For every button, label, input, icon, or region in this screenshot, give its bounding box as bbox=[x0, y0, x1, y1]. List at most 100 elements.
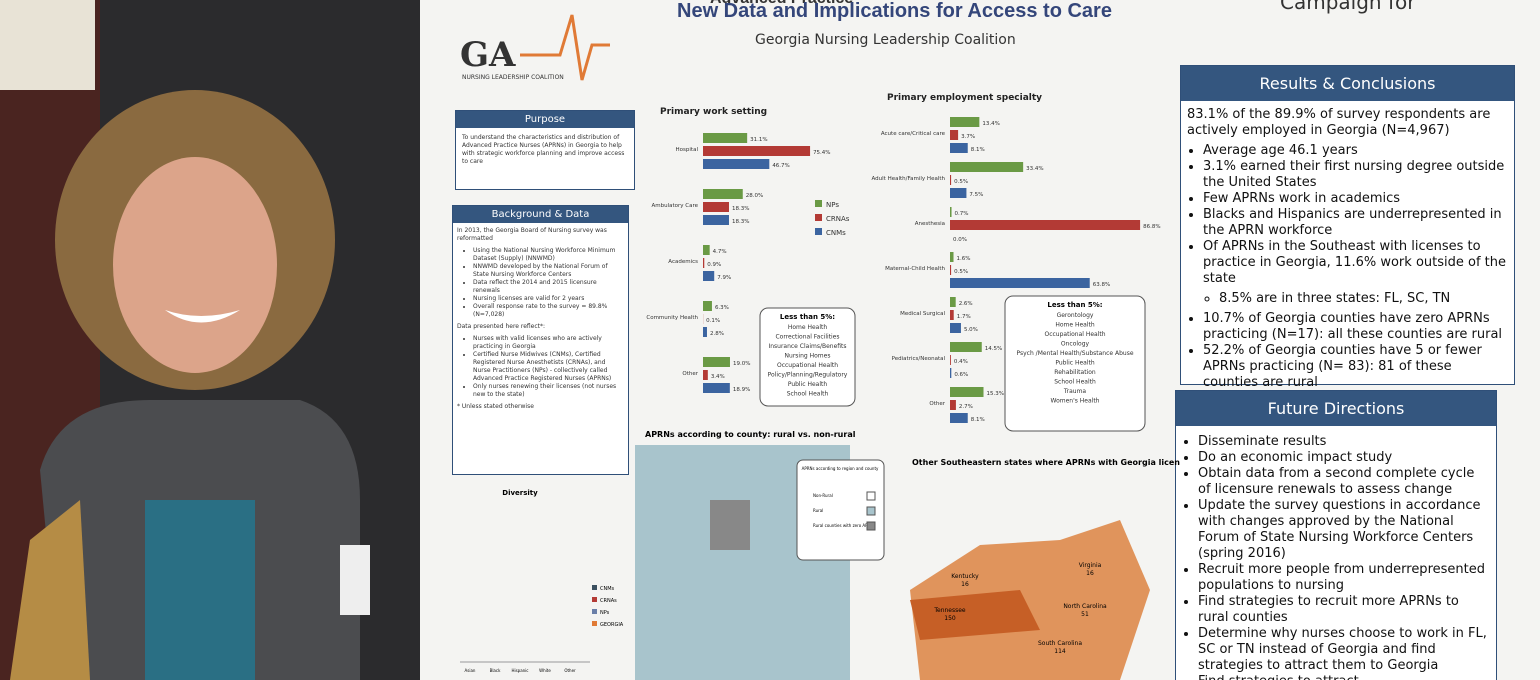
value-label: 31.1% bbox=[750, 137, 767, 143]
bar bbox=[950, 143, 968, 153]
bar bbox=[950, 342, 982, 352]
diversity-category: Black bbox=[490, 668, 502, 673]
less-item: Policy/Planning/Regulatory bbox=[768, 372, 848, 379]
state-name: North Carolina bbox=[1063, 603, 1107, 610]
bar bbox=[703, 357, 730, 367]
future-body: Disseminate resultsDo an economic impact… bbox=[1176, 426, 1496, 680]
value-label: 3.7% bbox=[961, 134, 975, 140]
diversity-category: Other bbox=[564, 668, 576, 673]
value-label: 3.4% bbox=[711, 374, 725, 380]
state-count: 16 bbox=[961, 581, 969, 588]
smile bbox=[165, 310, 240, 323]
legend-label: NPs bbox=[600, 610, 610, 616]
value-label: 33.4% bbox=[1026, 166, 1043, 172]
bar bbox=[950, 400, 956, 410]
state-name: Virginia bbox=[1079, 562, 1102, 569]
list-item: NNWMD developed by the National Forum of… bbox=[473, 263, 624, 279]
map-title: APRNs according to county: rural vs. non… bbox=[645, 430, 856, 439]
list-item: Do an economic impact study bbox=[1198, 450, 1490, 466]
list-item: Only nurses renewing their licenses (not… bbox=[473, 383, 624, 399]
legend-label: CNMs bbox=[600, 586, 615, 592]
title-top: Advanced Practice bbox=[710, 0, 853, 8]
map-zero-counties bbox=[710, 500, 750, 550]
results-list: Average age 46.1 years3.1% earned their … bbox=[1187, 143, 1508, 391]
list-item: Obtain data from a second complete cycle… bbox=[1198, 466, 1490, 498]
bar bbox=[703, 258, 705, 268]
category-label: Academics bbox=[668, 259, 698, 265]
bar bbox=[703, 271, 715, 281]
less-item: School Health bbox=[787, 391, 829, 398]
category-label: Adult Health/Family Health bbox=[872, 176, 946, 182]
legend-swatch bbox=[592, 609, 597, 614]
bar bbox=[950, 220, 1141, 230]
less-item: Correctional Facilities bbox=[775, 334, 839, 341]
less-item: Trauma bbox=[1063, 388, 1087, 395]
list-item: Find strategies to attract bbox=[1198, 674, 1490, 680]
less-item: Home Health bbox=[788, 324, 828, 331]
list-item: Of APRNs in the Southeast with licenses … bbox=[1203, 239, 1508, 307]
bar bbox=[703, 202, 729, 212]
less-item: Public Health bbox=[788, 381, 828, 388]
blouse bbox=[145, 500, 255, 680]
southeast-map bbox=[910, 520, 1150, 680]
chart-title: Primary employment specialty bbox=[887, 93, 1042, 103]
value-label: 8.1% bbox=[971, 417, 985, 423]
diversity-category: White bbox=[539, 668, 551, 673]
title: New Data and Implications for Access to … bbox=[677, 0, 1112, 22]
background-scene bbox=[0, 0, 370, 680]
map-legend-swatch bbox=[866, 491, 876, 501]
bar bbox=[950, 297, 956, 307]
list-item: Disseminate results bbox=[1198, 434, 1490, 450]
map-legend-swatch bbox=[866, 521, 876, 531]
less-item: Gerontology bbox=[1057, 312, 1094, 319]
legend-swatch bbox=[815, 200, 822, 207]
legend-label: CNMs bbox=[826, 229, 846, 237]
legend-label: GEORGIA bbox=[600, 622, 624, 628]
state-count: 51 bbox=[1081, 611, 1089, 618]
category-label: Anesthesia bbox=[915, 221, 945, 227]
future-heading: Future Directions bbox=[1176, 391, 1496, 426]
list-item: Update the survey questions in accordanc… bbox=[1198, 498, 1490, 562]
bar bbox=[703, 301, 712, 311]
list-item: Blacks and Hispanics are underrepresente… bbox=[1203, 207, 1508, 239]
state-count: 16 bbox=[1086, 570, 1094, 577]
value-label: 0.4% bbox=[954, 359, 968, 365]
purpose-box: Purpose To understand the characteristic… bbox=[455, 110, 635, 190]
subtitle: Georgia Nursing Leadership Coalition bbox=[755, 32, 1016, 48]
list-item: Few APRNs work in academics bbox=[1203, 191, 1508, 207]
logo-pulse bbox=[520, 14, 610, 81]
value-label: 8.1% bbox=[971, 147, 985, 153]
diversity-title: Diversity bbox=[502, 489, 538, 497]
legend-swatch bbox=[815, 228, 822, 235]
diversity-category: Hispanic bbox=[511, 668, 528, 673]
category-label: Community Health bbox=[646, 315, 698, 321]
diversity-category: Asian bbox=[465, 668, 476, 673]
value-label: 15.3% bbox=[987, 391, 1004, 397]
less-item: School Health bbox=[1054, 379, 1096, 386]
legend-label: NPs bbox=[826, 201, 839, 209]
list-item: Overall response rate to the survey = 89… bbox=[473, 303, 624, 319]
bar bbox=[950, 355, 951, 365]
value-label: 2.6% bbox=[959, 301, 973, 307]
value-label: 86.8% bbox=[1143, 224, 1160, 230]
future-list: Disseminate resultsDo an economic impact… bbox=[1182, 434, 1490, 680]
tennessee-shape bbox=[910, 590, 1040, 640]
background-note: * Unless stated otherwise bbox=[457, 403, 534, 410]
background-intro: In 2013, the Georgia Board of Nursing su… bbox=[457, 227, 607, 242]
value-label: 1.7% bbox=[957, 314, 971, 320]
wall-light bbox=[0, 0, 95, 90]
bar bbox=[950, 387, 984, 397]
bar bbox=[703, 189, 743, 199]
value-label: 0.5% bbox=[954, 179, 968, 185]
results-heading: Results & Conclusions bbox=[1181, 66, 1514, 101]
state-name: Kentucky bbox=[951, 573, 979, 580]
value-label: 28.0% bbox=[746, 193, 763, 199]
map-legend-label: Non-Rural bbox=[813, 493, 833, 498]
bar bbox=[703, 327, 707, 337]
category-label: Hospital bbox=[676, 147, 699, 153]
legend-swatch bbox=[592, 621, 597, 626]
bar bbox=[950, 278, 1090, 288]
list-item: Using the National Nursing Workforce Min… bbox=[473, 247, 624, 263]
less-item: Nursing Homes bbox=[785, 353, 831, 360]
